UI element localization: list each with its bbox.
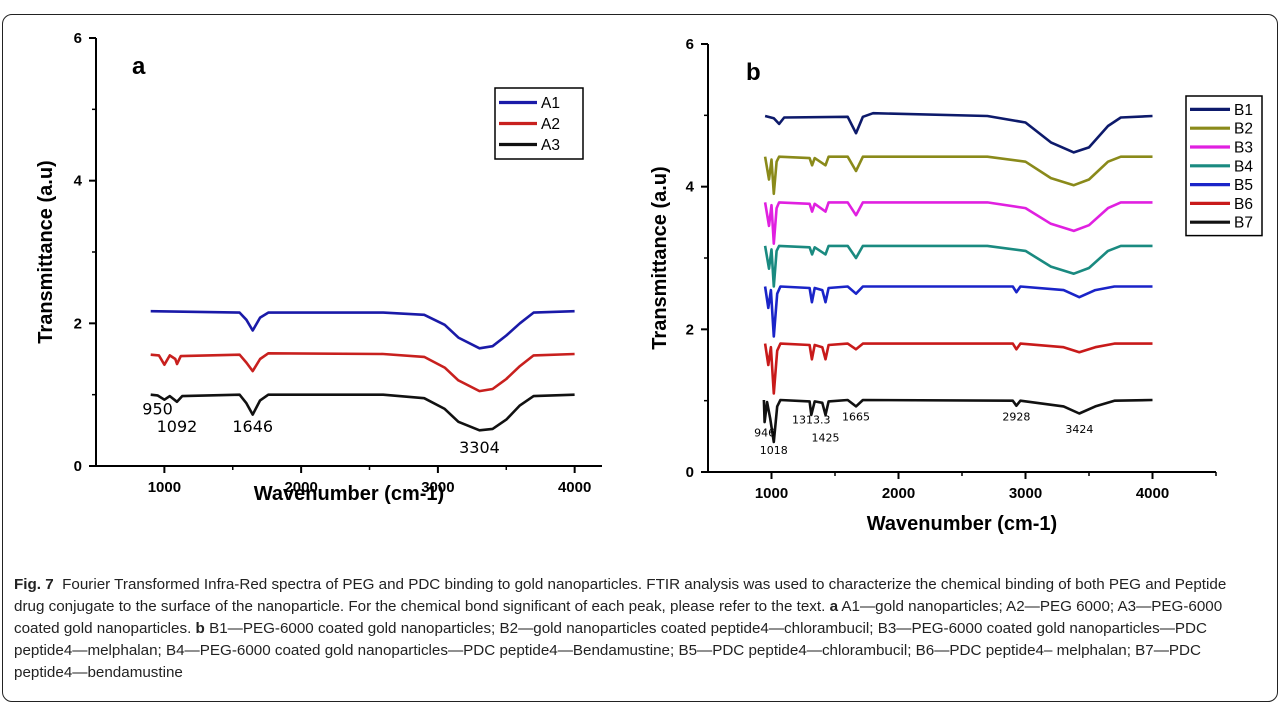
y-tick-label: 0 <box>686 464 694 481</box>
peak-annotation: 950 <box>142 400 173 419</box>
x-tick-label: 2000 <box>284 479 317 496</box>
y-axis-label: Transmittance (a.u) <box>35 160 57 343</box>
legend-entry: B3 <box>1234 140 1253 157</box>
x-tick-label: 4000 <box>1136 485 1169 502</box>
series-line-a2 <box>150 352 575 393</box>
legend-entry: B2 <box>1234 121 1253 138</box>
caption-part-a-text: A1—gold nanoparticles; A2—PEG 6000; A3—P… <box>14 598 1223 637</box>
peak-annotation: 946 <box>754 426 775 439</box>
caption-part-a-label: a <box>829 598 839 615</box>
peak-annotation: 1425 <box>811 431 839 444</box>
peak-annotation: 1646 <box>232 417 273 436</box>
x-tick-label: 4000 <box>558 479 591 496</box>
y-tick-label: 6 <box>74 30 82 47</box>
panel-a: 0 2 4 6 1000 2000 3000 4000 Transmittance (a.u) W… <box>35 30 602 505</box>
legend-entry: B1 <box>1234 102 1253 119</box>
series-line-b6 <box>763 342 1153 395</box>
peak-annotation: 1018 <box>760 444 788 457</box>
peak-annotation: 2928 <box>1002 411 1030 424</box>
y-tick-label: 6 <box>686 36 694 53</box>
series-line-b2 <box>763 155 1153 196</box>
series-line-b7 <box>762 398 1153 444</box>
series-line-a1 <box>150 309 575 350</box>
x-tick-label: 3000 <box>1009 485 1042 502</box>
panel-label: b <box>746 59 761 86</box>
series-line-a3 <box>150 393 575 432</box>
y-tick-label: 2 <box>74 315 82 332</box>
figure-frame <box>2 14 1278 702</box>
series-line-b1 <box>764 111 1153 154</box>
y-axis-label: Transmittance (a.u) <box>649 166 671 349</box>
x-tick-label: 1000 <box>755 485 788 502</box>
y-tick-label: 2 <box>686 321 694 338</box>
peak-annotation: 3424 <box>1065 423 1093 436</box>
x-tick-label: 1000 <box>148 479 181 496</box>
figure-caption: Fig. 7 Fourier Transformed Infra-Red spe… <box>14 574 1254 684</box>
x-tick-label: 3000 <box>421 479 454 496</box>
peak-annotation: 1092 <box>157 417 198 436</box>
legend-entry: B5 <box>1234 177 1253 194</box>
caption-title: Fourier Transformed Infra-Red spectra of… <box>14 576 1227 615</box>
legend-entry: A2 <box>541 116 560 133</box>
peak-annotation: 1313.3 <box>792 413 831 426</box>
peak-annotation: 3304 <box>459 438 500 457</box>
series-line-b4 <box>763 244 1153 288</box>
series-line-b5 <box>763 285 1153 338</box>
peak-annotation: 1665 <box>842 411 870 424</box>
caption-part-b-label: b <box>195 620 205 637</box>
y-tick-label: 4 <box>686 179 695 196</box>
series-line-b3 <box>763 201 1153 245</box>
panel-b: 0 2 4 6 1000 2000 3000 4000 Transmittance (a.u) W… <box>649 36 1263 535</box>
x-axis-label: Wavenumber (cm-1) <box>867 513 1057 535</box>
y-tick-label: 4 <box>74 173 83 190</box>
legend-entry: A1 <box>541 95 560 112</box>
legend-entry: B7 <box>1234 215 1253 232</box>
legend-entry: B4 <box>1234 158 1253 175</box>
caption-part-b-text: B1—PEG-6000 coated gold nanoparticles; B… <box>14 620 1207 681</box>
y-tick-label: 0 <box>74 458 82 475</box>
x-tick-label: 2000 <box>882 485 915 502</box>
legend-entry: A3 <box>541 137 560 154</box>
x-axis-label: Wavenumber (cm-1) <box>254 483 444 505</box>
caption-fig-label: Fig. 7 <box>14 576 54 593</box>
legend-entry: B6 <box>1234 196 1253 213</box>
panel-label: a <box>132 53 146 80</box>
